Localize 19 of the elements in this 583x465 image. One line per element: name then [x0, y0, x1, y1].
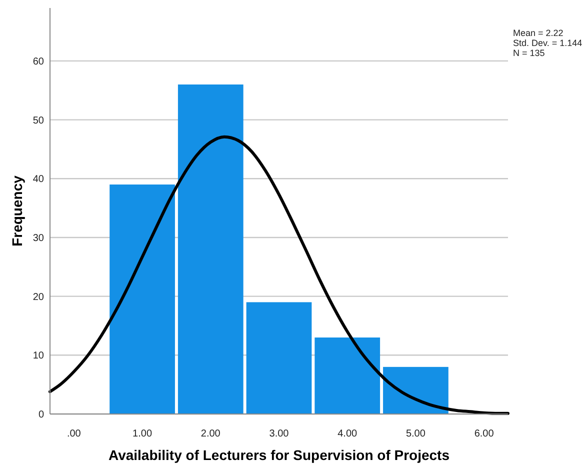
x-tick-label: 4.00: [338, 428, 358, 440]
y-tick-label: 60: [32, 56, 44, 68]
text: Std. Dev. = 1.144: [513, 38, 582, 48]
y-tick-label: 20: [32, 292, 44, 303]
x-tick-label: 1.00: [132, 428, 152, 440]
x-tick-label: .00: [66, 428, 82, 440]
y-axis-title: Frequency: [9, 175, 25, 246]
x-tick-label: 2.00: [200, 428, 221, 440]
y-tick-label: 10: [32, 350, 44, 362]
x-tick-label: 3.00: [269, 428, 290, 440]
x-axis-title: Availability of Lecturers for Supervision of Projects: [108, 447, 450, 463]
y-tick-label: 0: [38, 410, 44, 420]
y-tick-label: 30: [32, 232, 44, 244]
x-tick-label: 5.00: [406, 428, 426, 440]
text: N = 135: [513, 48, 545, 58]
y-tick-label: 50: [32, 115, 44, 126]
y-tick-label: 40: [32, 174, 44, 186]
x-tick-label: 6.00: [474, 428, 494, 440]
text: Mean = 2.22: [513, 28, 564, 38]
